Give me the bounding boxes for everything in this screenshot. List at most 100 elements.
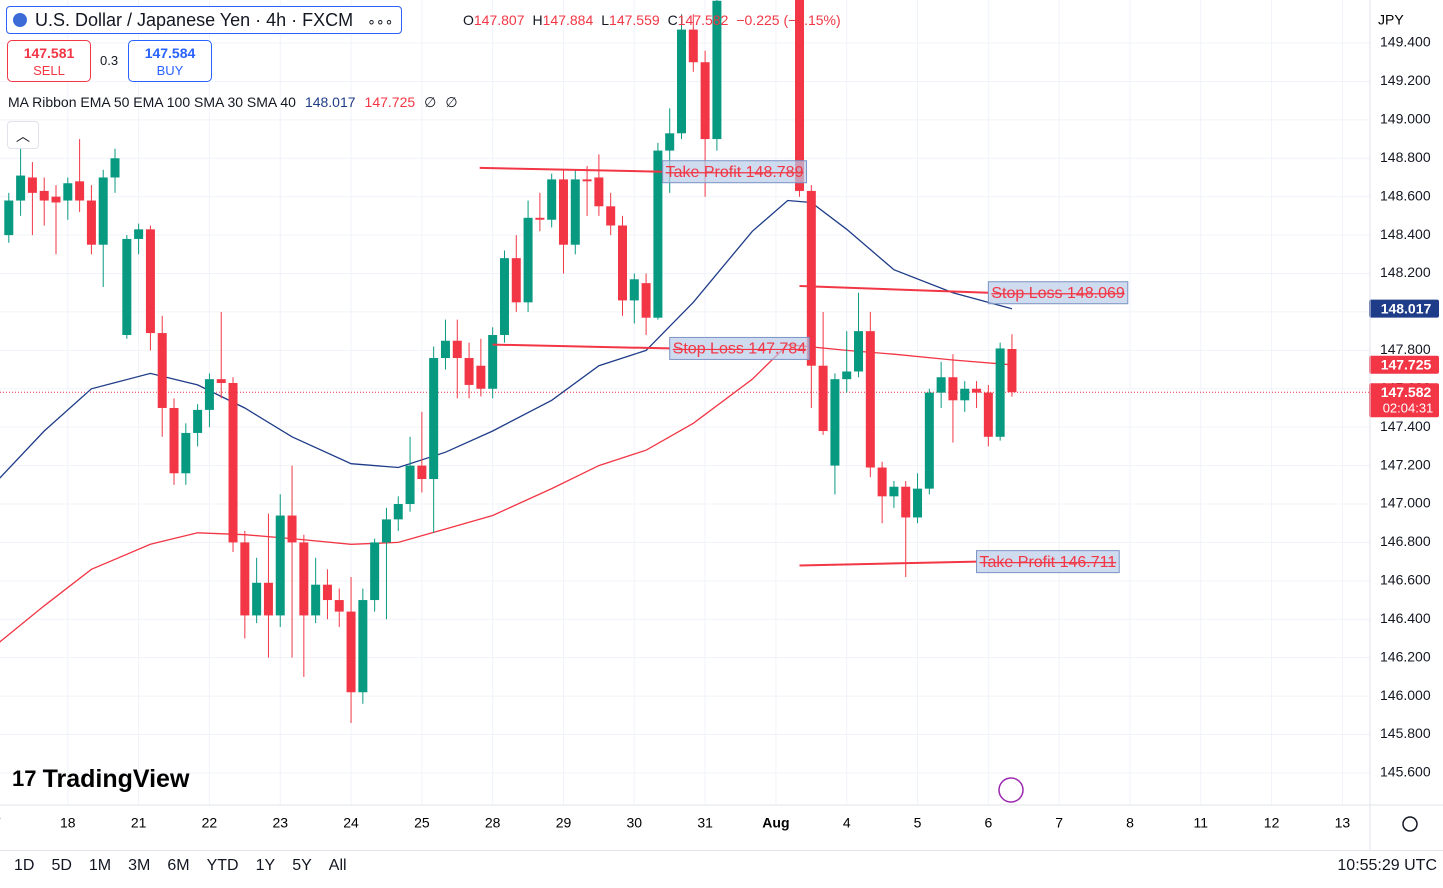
flash-icon[interactable]: [998, 777, 1024, 803]
range-button[interactable]: 5D: [51, 857, 72, 874]
candle-body: [476, 365, 486, 389]
candle-body: [830, 379, 840, 466]
range-button[interactable]: 1D: [14, 857, 35, 874]
x-tick-label: 25: [414, 815, 430, 831]
candle-body: [4, 200, 14, 236]
y-tick-label: 149.000: [1380, 111, 1431, 127]
candle-body: [983, 392, 993, 437]
settings-icon[interactable]: [1402, 816, 1418, 832]
annotation-line: [492, 343, 670, 350]
indicator-value: 148.017: [304, 94, 356, 110]
candle-body: [558, 179, 568, 245]
candle-body: [617, 225, 627, 301]
indicator-value: 147.725: [364, 94, 416, 110]
candle-body: [122, 238, 132, 335]
ohlc-value: 147.884: [542, 12, 594, 28]
candle-body: [889, 486, 899, 497]
flag: [13, 13, 27, 27]
candle-body: [606, 206, 616, 226]
range-button[interactable]: 5Y: [292, 857, 312, 874]
x-tick-label: 12: [1264, 815, 1280, 831]
candle-body: [677, 29, 686, 134]
candle-body: [653, 150, 663, 318]
x-tick-label: 21: [131, 815, 147, 831]
x-tick-label: 13: [1335, 815, 1351, 831]
y-tick-label: 148.200: [1380, 264, 1431, 280]
x-tick-label: 28: [485, 815, 501, 831]
x-tick-label: 7: [1055, 815, 1063, 831]
y-tick-label: 149.400: [1380, 34, 1431, 50]
range-button[interactable]: 1M: [88, 857, 112, 874]
candle-body: [936, 377, 946, 393]
y-tick-label: 146.000: [1380, 687, 1431, 703]
sell-button[interactable]: 147.581 SELL: [7, 40, 91, 82]
range-button[interactable]: YTD: [206, 857, 239, 874]
indicator-value: ∅: [445, 94, 458, 110]
logo-text: TradingView: [43, 765, 190, 793]
candle-body: [1007, 349, 1017, 393]
candle-body: [865, 331, 875, 468]
candle-body: [948, 377, 958, 401]
x-tick-label: 18: [60, 815, 76, 831]
candle-body: [464, 358, 474, 385]
candle-body: [854, 331, 864, 372]
logo: 17 TradingView: [12, 765, 190, 793]
candle-body: [405, 465, 415, 505]
symbol-box[interactable]: U.S. Dollar / Japanese Yen · 4h · FXCM ∘∘…: [6, 6, 403, 34]
x-tick-label: 23: [272, 815, 288, 831]
candle-body: [157, 333, 167, 408]
more[interactable]: ∘∘∘: [367, 13, 394, 29]
ma-line: [0, 199, 1013, 479]
spread: 0.3: [100, 53, 119, 68]
candle-body: [193, 409, 203, 433]
candle-body: [594, 177, 604, 207]
range-button[interactable]: 6M: [167, 857, 190, 874]
price-tag-label: 147.582: [1381, 384, 1432, 400]
buy-label: BUY: [156, 63, 184, 78]
candle-body: [488, 334, 498, 389]
candle-body: [204, 379, 214, 410]
candle-body: [393, 504, 403, 520]
candle-body: [511, 258, 521, 303]
candle-body: [275, 515, 285, 616]
candle-body: [51, 196, 61, 203]
candle-body: [688, 29, 698, 63]
candle-body: [334, 600, 344, 612]
candle-body: [322, 584, 332, 601]
range-button[interactable]: 3M: [128, 857, 151, 874]
candle-body: [960, 388, 970, 401]
buy-button[interactable]: 147.584 BUY: [128, 40, 212, 82]
buy-price: 147.584: [144, 45, 196, 61]
annotation-box: [662, 160, 807, 184]
ohlc-value: 147.807: [473, 12, 525, 28]
range-button[interactable]: All: [328, 857, 347, 874]
ma-line: [0, 343, 1012, 643]
candle-body: [499, 258, 509, 335]
price-tag: [1369, 299, 1439, 318]
range-button[interactable]: 1Y: [255, 857, 276, 874]
candle-body: [700, 62, 710, 140]
candle-body: [972, 388, 982, 393]
ohlc-item: O147.807: [463, 12, 525, 28]
candle-body: [901, 486, 911, 518]
candle-body: [913, 488, 923, 518]
x-tick-label: 29: [556, 815, 572, 831]
candle-body: [299, 542, 309, 616]
candle-body: [181, 432, 191, 474]
candle-body: [877, 467, 887, 497]
candle-body: [86, 200, 96, 245]
y-tick-label: 146.400: [1380, 610, 1431, 626]
y-tick-label: 147.400: [1380, 418, 1431, 434]
collapse-button[interactable]: ︿: [7, 121, 39, 149]
annotation-line: [799, 560, 977, 567]
x-tick-label: 31: [697, 815, 713, 831]
currency: JPY: [1378, 12, 1404, 28]
candle-body: [228, 383, 238, 543]
candle-body: [27, 177, 37, 193]
candle-body: [169, 407, 179, 474]
x-tick-label: 22: [202, 815, 218, 831]
y-tick-label: 145.800: [1380, 725, 1431, 741]
sell-price: 147.581: [23, 45, 75, 61]
